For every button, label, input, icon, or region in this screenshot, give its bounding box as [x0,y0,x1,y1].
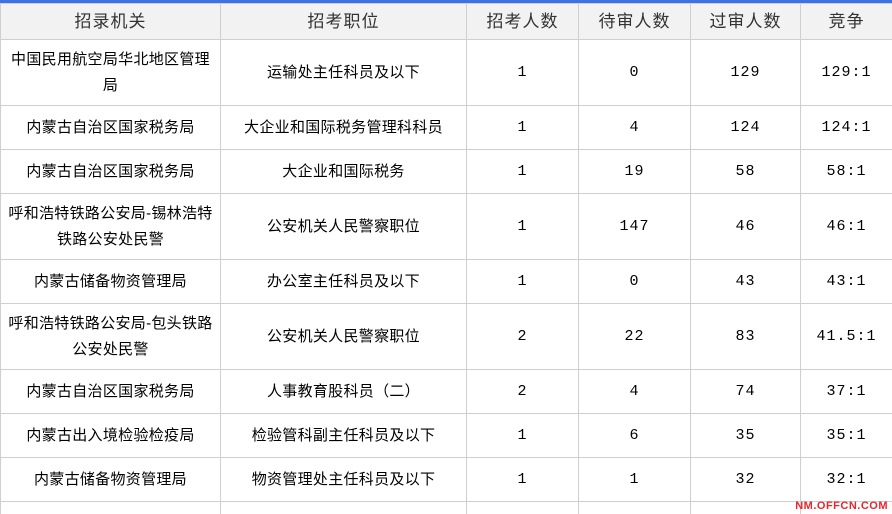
table-row: 中国民用航空局华北地区管理局 运输处主任科员及以下 1 0 129 129:1 [0,39,892,106]
cell-recruit: 1 [466,149,579,194]
table-header: 招录机关 招考职位 招考人数 待审人数 过审人数 竞争 [0,3,892,40]
cell-agency: 内蒙古自治区国家税务局 [0,369,221,414]
cell-ratio: 32:1 [800,457,892,502]
recruitment-stats-table: 招录机关 招考职位 招考人数 待审人数 过审人数 竞争 中国民用航空局华北地区管… [0,3,892,514]
cell-agency: 内蒙古储备物资管理局 [0,457,221,502]
cell-passed: 74 [690,369,801,414]
cell-pending: 4 [578,105,691,150]
column-header-position: 招考职位 [220,3,467,40]
cell-recruit: 1 [466,193,579,260]
cell-ratio: 28:1 [800,501,892,514]
cell-pending: 19 [578,149,691,194]
cell-ratio: 46:1 [800,193,892,260]
cell-position: 运输处主任科员及以下 [220,39,467,106]
cell-recruit: 1 [466,39,579,106]
cell-passed: 129 [690,39,801,106]
cell-agency: 内蒙古储备物资管理局 [0,259,221,304]
cell-ratio: 43:1 [800,259,892,304]
table-row: 内蒙古自治区国家税务局 大企业和国际税务管理科科员 1 4 124 124:1 [0,105,892,150]
table-row: 呼和浩特铁路公安局-包头铁路公安处民警 公安机关人民警察职位 2 22 83 4… [0,303,892,370]
cell-pending: 1 [578,457,691,502]
cell-recruit: 1 [466,457,579,502]
cell-passed: 32 [690,457,801,502]
cell-position: 人事教育股科员（二） [220,369,467,414]
column-header-passed: 过审人数 [690,3,801,40]
cell-passed: 35 [690,413,801,458]
cell-agency: 内蒙古出入境检验检疫局 [0,413,221,458]
table-row: 内蒙古储备物资管理局 办公室主任科员及以下 1 0 43 43:1 [0,259,892,304]
table-row: 呼和浩特铁路公安局-锡林浩特铁路公安处民警 公安机关人民警察职位 1 147 4… [0,193,892,260]
cell-position: 检验管科副主任科员及以下 [220,413,467,458]
cell-recruit: 1 [466,259,579,304]
cell-pending: 6 [578,413,691,458]
cell-position: 大企业和国际税务 [220,149,467,194]
table-row: 内蒙古出入境检验检疫局 通关科副主任科员及以下 1 2 28 28:1 [0,501,892,514]
cell-passed: 58 [690,149,801,194]
cell-position: 大企业和国际税务管理科科员 [220,105,467,150]
cell-ratio: 35:1 [800,413,892,458]
cell-recruit: 1 [466,501,579,514]
cell-ratio: 37:1 [800,369,892,414]
cell-pending: 22 [578,303,691,370]
cell-agency: 呼和浩特铁路公安局-包头铁路公安处民警 [0,303,221,370]
cell-agency: 中国民用航空局华北地区管理局 [0,39,221,106]
cell-ratio: 58:1 [800,149,892,194]
cell-pending: 4 [578,369,691,414]
cell-passed: 83 [690,303,801,370]
cell-ratio: 124:1 [800,105,892,150]
table-body: 中国民用航空局华北地区管理局 运输处主任科员及以下 1 0 129 129:1 … [0,39,892,514]
cell-pending: 0 [578,39,691,106]
cell-recruit: 2 [466,303,579,370]
table-row: 内蒙古储备物资管理局 物资管理处主任科员及以下 1 1 32 32:1 [0,457,892,502]
cell-ratio: 129:1 [800,39,892,106]
cell-position: 通关科副主任科员及以下 [220,501,467,514]
cell-recruit: 1 [466,413,579,458]
top-accent-bar [0,0,892,3]
cell-recruit: 2 [466,369,579,414]
column-header-ratio: 竞争 [800,3,892,40]
cell-position: 办公室主任科员及以下 [220,259,467,304]
cell-ratio: 41.5:1 [800,303,892,370]
cell-position: 公安机关人民警察职位 [220,193,467,260]
table-row: 内蒙古出入境检验检疫局 检验管科副主任科员及以下 1 6 35 35:1 [0,413,892,458]
cell-agency: 内蒙古自治区国家税务局 [0,149,221,194]
table-row: 内蒙古自治区国家税务局 大企业和国际税务 1 19 58 58:1 [0,149,892,194]
cell-passed: 28 [690,501,801,514]
cell-passed: 43 [690,259,801,304]
cell-pending: 0 [578,259,691,304]
cell-pending: 147 [578,193,691,260]
header-row: 招录机关 招考职位 招考人数 待审人数 过审人数 竞争 [0,3,892,40]
column-header-recruit: 招考人数 [466,3,579,40]
table-row: 内蒙古自治区国家税务局 人事教育股科员（二） 2 4 74 37:1 [0,369,892,414]
cell-position: 公安机关人民警察职位 [220,303,467,370]
cell-passed: 46 [690,193,801,260]
cell-agency: 呼和浩特铁路公安局-锡林浩特铁路公安处民警 [0,193,221,260]
cell-agency: 内蒙古自治区国家税务局 [0,105,221,150]
cell-recruit: 1 [466,105,579,150]
cell-pending: 2 [578,501,691,514]
column-header-agency: 招录机关 [0,3,221,40]
cell-passed: 124 [690,105,801,150]
cell-agency: 内蒙古出入境检验检疫局 [0,501,221,514]
column-header-pending: 待审人数 [578,3,691,40]
cell-position: 物资管理处主任科员及以下 [220,457,467,502]
